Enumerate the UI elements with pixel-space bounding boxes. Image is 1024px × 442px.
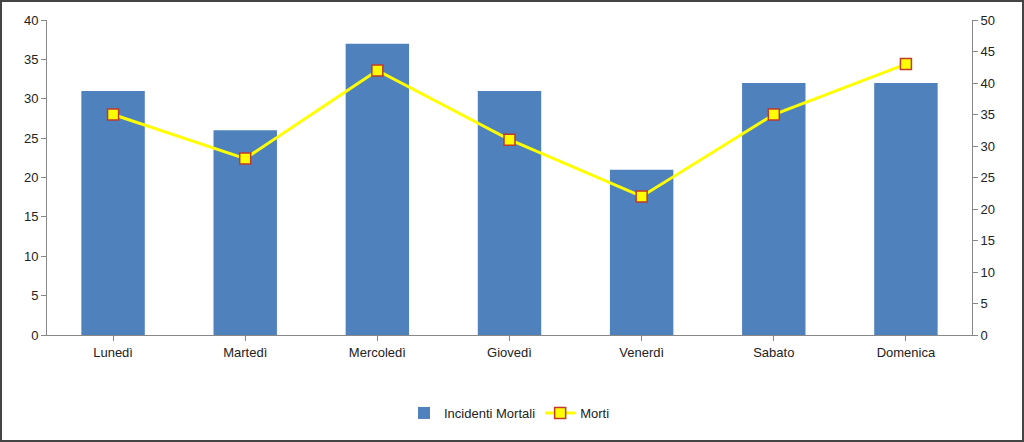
svg-text:40: 40	[981, 76, 995, 91]
svg-text:40: 40	[24, 13, 38, 28]
svg-text:35: 35	[24, 52, 38, 67]
svg-text:Sabato: Sabato	[753, 345, 794, 360]
svg-text:Venerdì: Venerdì	[619, 345, 664, 360]
svg-text:Giovedì: Giovedì	[487, 345, 532, 360]
svg-text:Incidenti Mortali: Incidenti Mortali	[444, 406, 535, 421]
svg-text:20: 20	[981, 202, 995, 217]
svg-text:5: 5	[31, 288, 38, 303]
svg-text:35: 35	[981, 107, 995, 122]
svg-text:0: 0	[981, 328, 988, 343]
svg-text:20: 20	[24, 170, 38, 185]
svg-text:5: 5	[981, 296, 988, 311]
svg-text:15: 15	[24, 209, 38, 224]
svg-text:0: 0	[31, 328, 38, 343]
svg-text:50: 50	[981, 13, 995, 28]
svg-text:10: 10	[24, 249, 38, 264]
svg-text:Martedì: Martedì	[223, 345, 267, 360]
svg-text:Mercoledì: Mercoledì	[349, 345, 406, 360]
svg-text:45: 45	[981, 44, 995, 59]
svg-text:15: 15	[981, 233, 995, 248]
svg-text:10: 10	[981, 265, 995, 280]
svg-text:25: 25	[24, 131, 38, 146]
svg-text:25: 25	[981, 170, 995, 185]
svg-text:Domenica: Domenica	[877, 345, 936, 360]
svg-text:30: 30	[24, 91, 38, 106]
svg-text:Lunedì: Lunedì	[93, 345, 133, 360]
svg-text:Morti: Morti	[580, 406, 609, 421]
svg-text:30: 30	[981, 139, 995, 154]
